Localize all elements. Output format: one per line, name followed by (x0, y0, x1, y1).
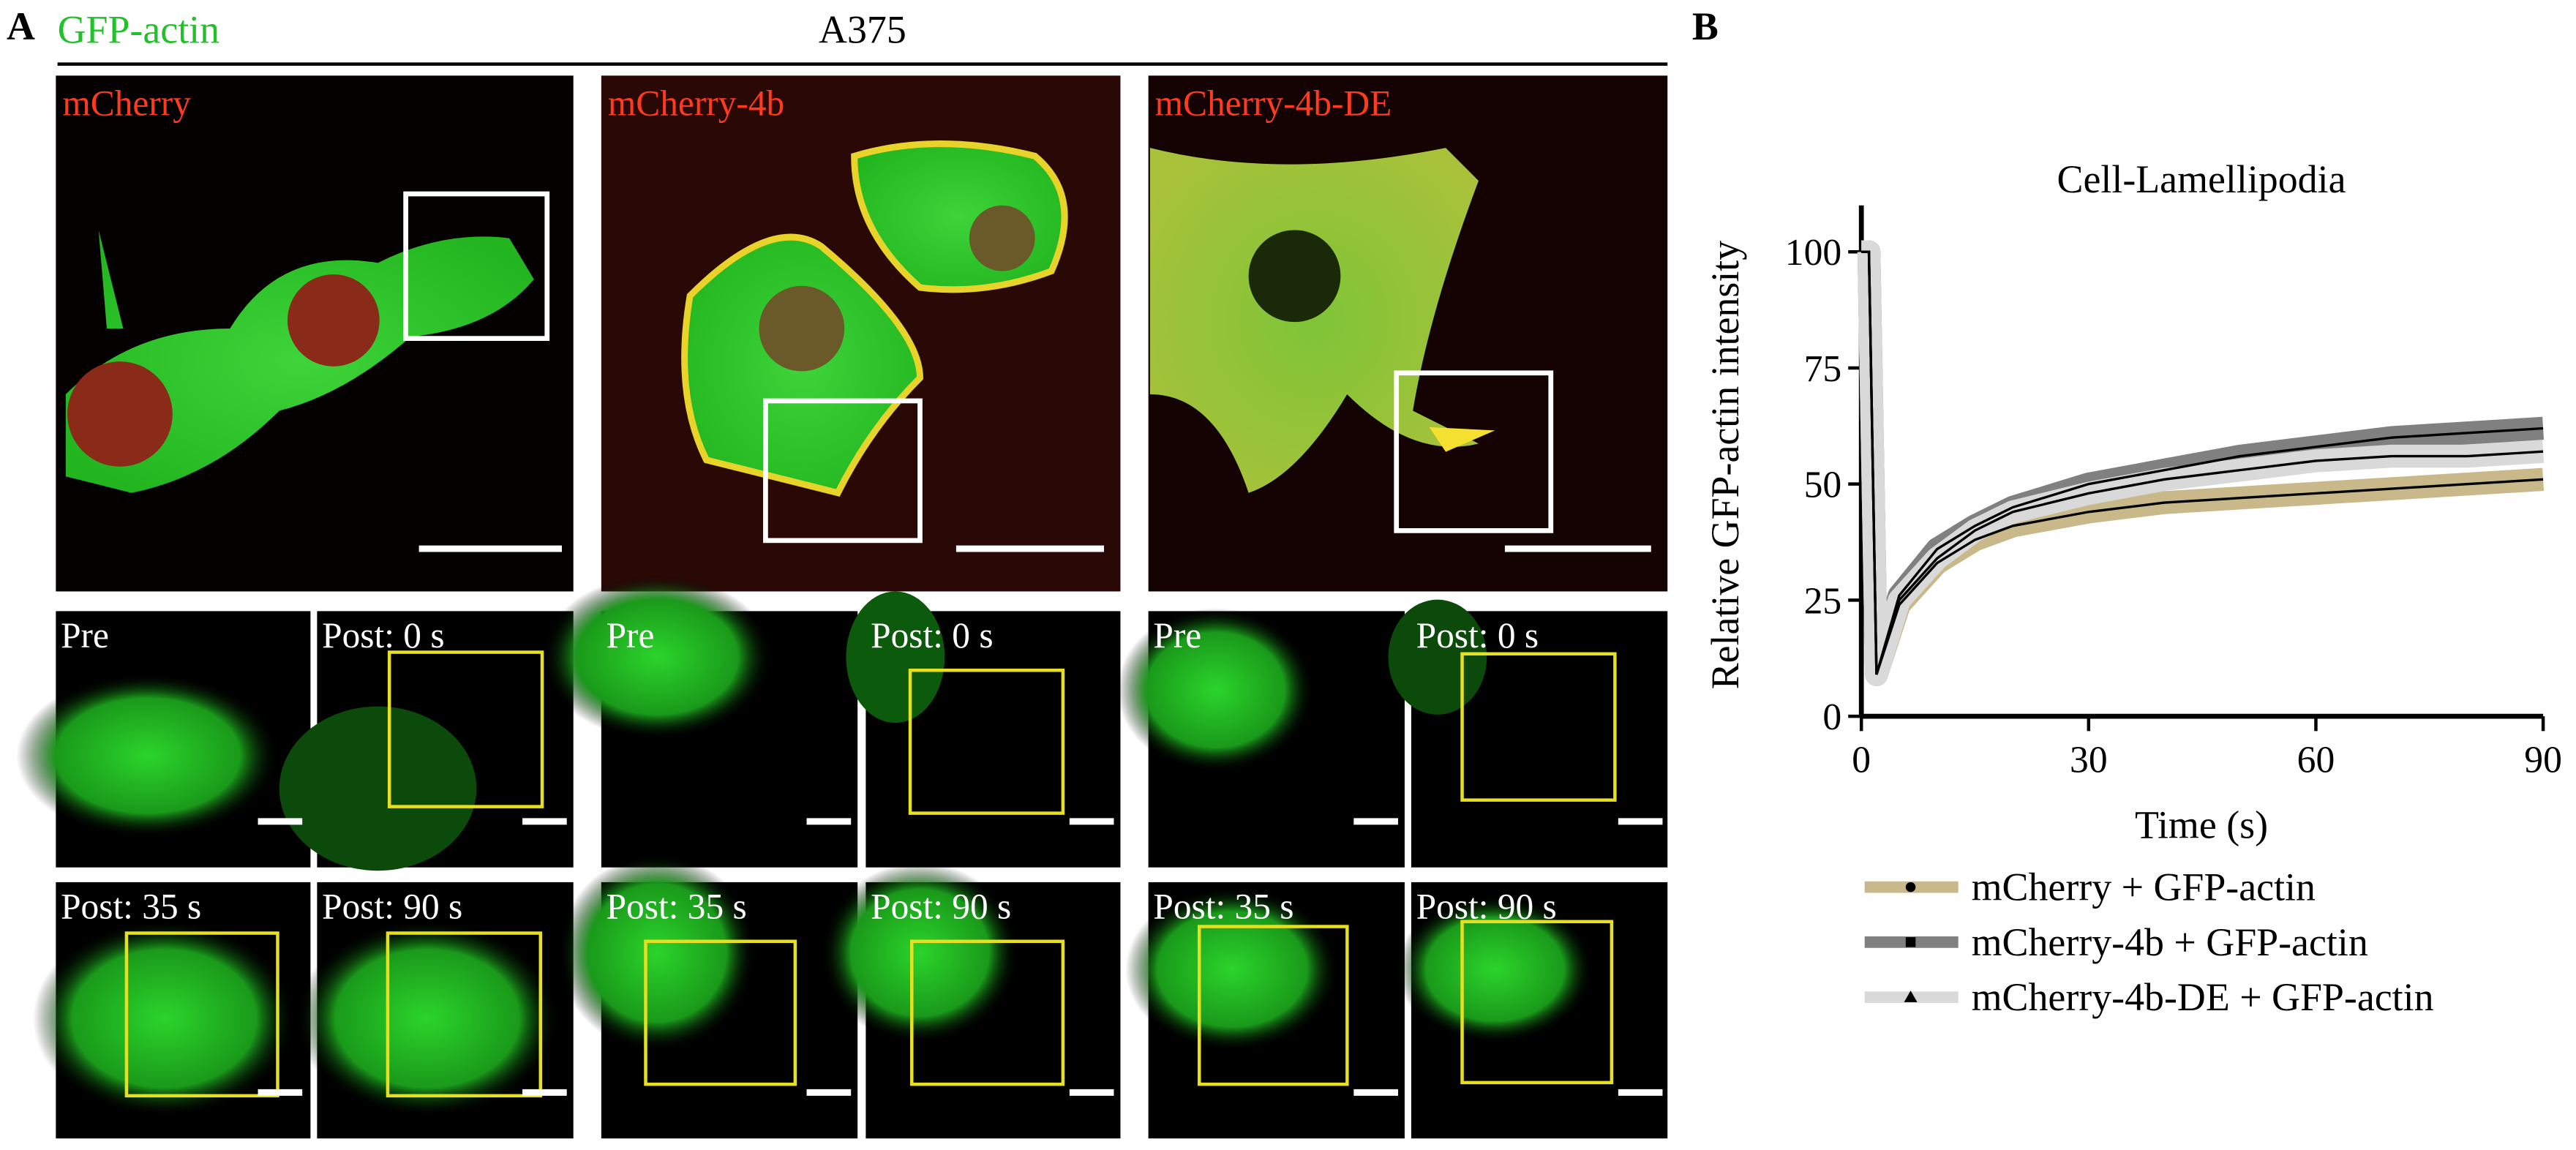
cell-line-label: A375 (819, 7, 906, 51)
image-mcherry-4b-de: mCherry-4b-DE (1148, 75, 1668, 592)
image-mcherry: mCherry (56, 75, 574, 592)
timepoint-label: Post: 35 s (61, 886, 201, 926)
timepoint-label: Post: 0 s (871, 615, 993, 655)
timepoint-label: Post: 90 s (322, 886, 462, 926)
legend-label: mCherry + GFP-actin (1972, 865, 2316, 909)
series-line (1861, 250, 2544, 675)
timepoint-label: Pre (607, 615, 655, 655)
timepoint-label: Pre (61, 615, 109, 655)
column-label: mCherry (62, 83, 191, 123)
y-tick-label: 25 (1804, 580, 1842, 622)
legend-marker (1905, 937, 1916, 947)
column-label: mCherry-4b-DE (1155, 83, 1392, 123)
y-tick-label: 0 (1822, 696, 1841, 738)
stain-label: GFP-actin (58, 7, 220, 51)
x-tick-label: 60 (2297, 739, 2335, 781)
timepoint-label: Pre (1153, 615, 1201, 655)
time-lapse-panels (16, 575, 1668, 1139)
y-tick-label: 100 (1785, 232, 1841, 274)
y-axis-label: Relative GFP-actin intensity (1703, 241, 1747, 690)
column-label: mCherry-4b (608, 83, 784, 123)
x-tick-label: 30 (2070, 739, 2108, 781)
panel-label: A (7, 4, 35, 48)
y-tick-label: 75 (1804, 348, 1842, 390)
x-axis-label: Time (s) (2135, 803, 2268, 846)
x-tick-label: 0 (1852, 739, 1871, 781)
x-tick-label: 90 (2524, 739, 2562, 781)
timepoint-label: Post: 35 s (1153, 886, 1293, 926)
image-mcherry-4b: mCherry-4b (601, 75, 1121, 592)
panel-label: B (1692, 4, 1719, 48)
legend-label: mCherry-4b-DE + GFP-actin (1972, 975, 2434, 1019)
timepoint-label: Post: 0 s (1416, 615, 1539, 655)
legend-marker (1904, 991, 1918, 1002)
y-tick-label: 50 (1804, 465, 1842, 506)
legend-marker (1905, 882, 1916, 892)
chart-title: Cell-Lamellipodia (2057, 157, 2346, 201)
timepoint-label: Post: 35 s (607, 886, 747, 926)
legend-label: mCherry-4b + GFP-actin (1972, 920, 2368, 964)
timepoint-label: Post: 90 s (1416, 886, 1557, 926)
timepoint-label: Post: 90 s (871, 886, 1011, 926)
timepoint-label: Post: 0 s (322, 615, 444, 655)
